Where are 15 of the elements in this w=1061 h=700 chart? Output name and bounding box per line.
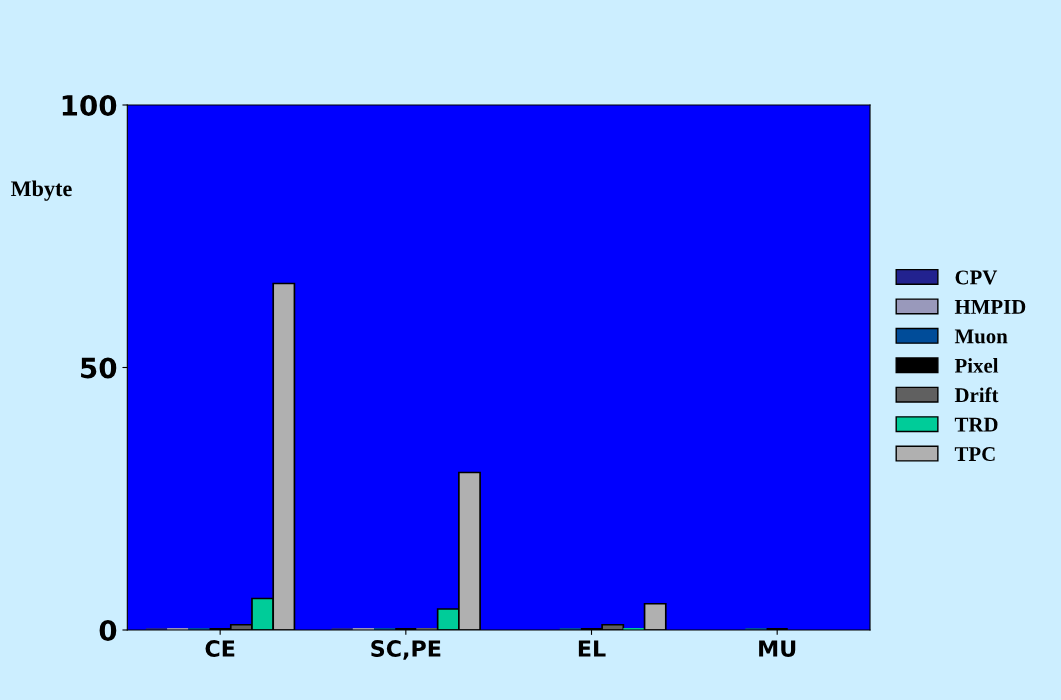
legend-label: Pixel	[954, 358, 999, 373]
y-tick-label: 50	[81, 357, 117, 379]
legend-label: HMPID	[954, 300, 1026, 314]
legend-label: Drift	[954, 387, 999, 403]
legend-label: Muon	[954, 329, 1008, 344]
x-tick-label: EL	[578, 640, 606, 657]
legend-label: TRD	[954, 417, 998, 432]
y-axis-title: Mbyte	[10, 180, 72, 201]
x-tick-label: SC,PE	[371, 640, 441, 660]
legend-label: CPV	[955, 270, 998, 285]
y-tick-label: 100	[62, 94, 117, 116]
legend-label: TPC	[954, 447, 995, 462]
y-tick-label: 0	[99, 619, 117, 641]
x-tick-label: MU	[759, 640, 796, 657]
x-tick-label: CE	[205, 640, 235, 657]
